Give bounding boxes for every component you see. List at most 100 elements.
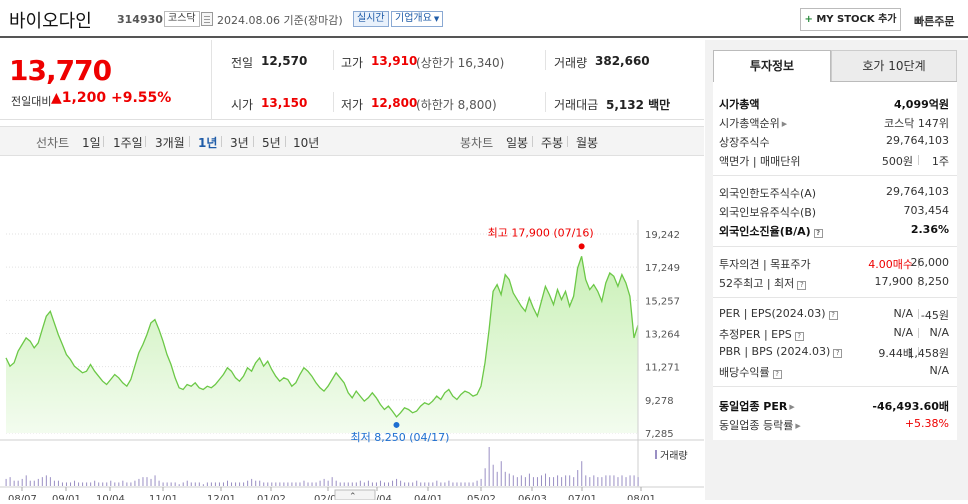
chart-period-bar: 선차트 1일 1주일 3개월 1년 3년 5년 10년 봉차트 일봉 주봉 월봉 xyxy=(0,126,704,156)
price-chart[interactable]: 19,242 17,249 15,257 13,264 11,271 9,278 7,285… xyxy=(0,160,704,504)
volume-bar xyxy=(206,482,208,486)
open-label: 시가 xyxy=(231,98,254,112)
help-icon[interactable]: ? xyxy=(772,370,782,379)
volume-bar xyxy=(613,475,615,486)
volume-bar xyxy=(170,482,172,486)
base-date: 2024.08.06 기준(장마감) xyxy=(217,14,343,27)
volume-bar xyxy=(331,477,333,486)
divider xyxy=(221,136,222,147)
volume-bar xyxy=(94,480,96,486)
low-label: 최저 8,250 (04/17) xyxy=(350,431,449,444)
opinion-row: 투자의견 | 목표주가 4.00매수 26,000 xyxy=(713,254,957,272)
volume-bar xyxy=(367,480,369,486)
volume-bar xyxy=(295,482,297,486)
x-tick-label: 06/03 xyxy=(518,494,547,500)
volume-bar xyxy=(416,480,418,486)
est-eps-value: N/A xyxy=(929,326,949,339)
industry-change-value: +5.38% xyxy=(904,417,949,430)
divider xyxy=(103,136,104,147)
company-overview-dropdown[interactable]: 기업개요 ▼ xyxy=(391,11,444,27)
volume-bar xyxy=(319,480,321,486)
volume-bar xyxy=(375,482,377,486)
volume-bar xyxy=(488,447,490,486)
price-chart-svg: 19,242 17,249 15,257 13,264 11,271 9,278 7,285… xyxy=(0,220,704,504)
volume-bar xyxy=(484,468,486,486)
caret-right-icon[interactable]: ▶ xyxy=(789,403,795,411)
bps-value: 1,458원 xyxy=(907,347,949,360)
period-3m[interactable]: 3개월 xyxy=(155,136,185,150)
volume-bar xyxy=(17,480,19,486)
help-icon[interactable]: ? xyxy=(813,229,823,238)
volume-bar xyxy=(388,482,390,486)
shares-label: 상장주식수 xyxy=(719,136,770,149)
caret-right-icon[interactable]: ▶ xyxy=(795,422,801,430)
volume-bar xyxy=(496,471,498,486)
est-per-value: N/A xyxy=(893,326,913,339)
period-1y[interactable]: 1년 xyxy=(198,136,218,150)
volume-bar xyxy=(45,475,47,486)
volume-bar xyxy=(573,477,575,486)
volume-bar xyxy=(504,471,506,486)
volume-bar xyxy=(557,475,559,486)
candle-daily[interactable]: 일봉 xyxy=(506,136,529,150)
y-tick-label: 7,285 xyxy=(645,429,674,440)
quick-order-link[interactable]: 빠른주문 xyxy=(914,15,955,28)
industry-per-label: 동일업종 PER xyxy=(719,400,788,413)
x-tick-label: 08/01 xyxy=(627,494,656,500)
period-1w[interactable]: 1주일 xyxy=(113,136,143,150)
add-mystock-button[interactable]: + MY STOCK 추가 xyxy=(800,8,901,31)
volume-bar xyxy=(379,480,381,486)
period-3y[interactable]: 3년 xyxy=(230,136,249,150)
volume-bar xyxy=(508,473,510,486)
realtime-button[interactable]: 실시간 xyxy=(353,11,389,27)
price-area: 13,770 전일대비 ▲1,200 +9.55% 전일 12,570 시가 1… xyxy=(0,40,704,504)
help-icon[interactable]: ? xyxy=(828,311,838,320)
tab-invest-info[interactable]: 투자정보 xyxy=(713,50,831,82)
rank-value: 코스닥 147위 xyxy=(884,117,949,130)
line-chart-label: 선차트 xyxy=(36,136,70,150)
face-value-row: 액면가 | 매매단위 500원 1주 xyxy=(713,151,957,169)
x-tick-label: 04/01 xyxy=(414,494,443,500)
volume-bar xyxy=(235,482,237,486)
volume-bar xyxy=(146,477,148,486)
volume-bar xyxy=(90,482,92,486)
foreign-ratio-value: 2.36% xyxy=(910,223,949,236)
volume-bar xyxy=(279,482,281,486)
invest-info-panel: 투자정보 호가 10단계 시가총액 4,099억원 시가총액순위 ▶ 코스닥 14… xyxy=(713,50,957,440)
help-icon[interactable]: ? xyxy=(797,281,807,290)
market-cap-row: 시가총액 4,099억원 xyxy=(713,94,957,112)
tab-orderbook[interactable]: 호가 10단계 xyxy=(831,50,957,82)
volume-bar xyxy=(472,482,474,486)
dividend-row: 배당수익률? N/A xyxy=(713,362,957,380)
volume-bar xyxy=(162,482,164,486)
foreign-limit-label: 외국인한도주식수(A) xyxy=(719,187,817,200)
volume-bar xyxy=(263,482,265,486)
volume-bar xyxy=(275,482,277,486)
volume-bar xyxy=(190,482,192,486)
help-icon[interactable]: ? xyxy=(794,332,804,341)
period-1d[interactable]: 1일 xyxy=(82,136,101,150)
volume-bar xyxy=(154,475,156,486)
invest-info-sidebar: 투자정보 호가 10단계 시가총액 4,099억원 시가총액순위 ▶ 코스닥 14… xyxy=(705,40,968,500)
market-badge: 코스닥 xyxy=(164,11,200,27)
divider xyxy=(918,309,919,319)
volume-bar xyxy=(609,475,611,486)
volume-bar xyxy=(536,477,538,486)
amount-value: 5,132 백만 xyxy=(606,98,671,112)
x-tick-label: 12/01 xyxy=(207,494,236,500)
high-value: 13,910 xyxy=(371,54,418,68)
prev-close-value: 12,570 xyxy=(261,54,308,68)
period-10y[interactable]: 10년 xyxy=(293,136,320,150)
help-icon[interactable]: ? xyxy=(833,349,843,358)
candle-weekly[interactable]: 주봉 xyxy=(541,136,564,150)
eps-value: -45원 xyxy=(920,309,949,322)
pbr-row: PBR | BPS (2024.03)? 9.44배 1,458원 xyxy=(713,343,957,361)
market-cap-label: 시가총액 xyxy=(719,98,760,111)
volume-bar xyxy=(37,478,39,486)
volume-bar xyxy=(448,480,450,486)
caret-right-icon[interactable]: ▶ xyxy=(781,120,788,128)
period-5y[interactable]: 5년 xyxy=(262,136,281,150)
document-icon[interactable] xyxy=(201,12,213,26)
candle-monthly[interactable]: 월봉 xyxy=(576,136,599,150)
volume-bar xyxy=(287,482,289,486)
